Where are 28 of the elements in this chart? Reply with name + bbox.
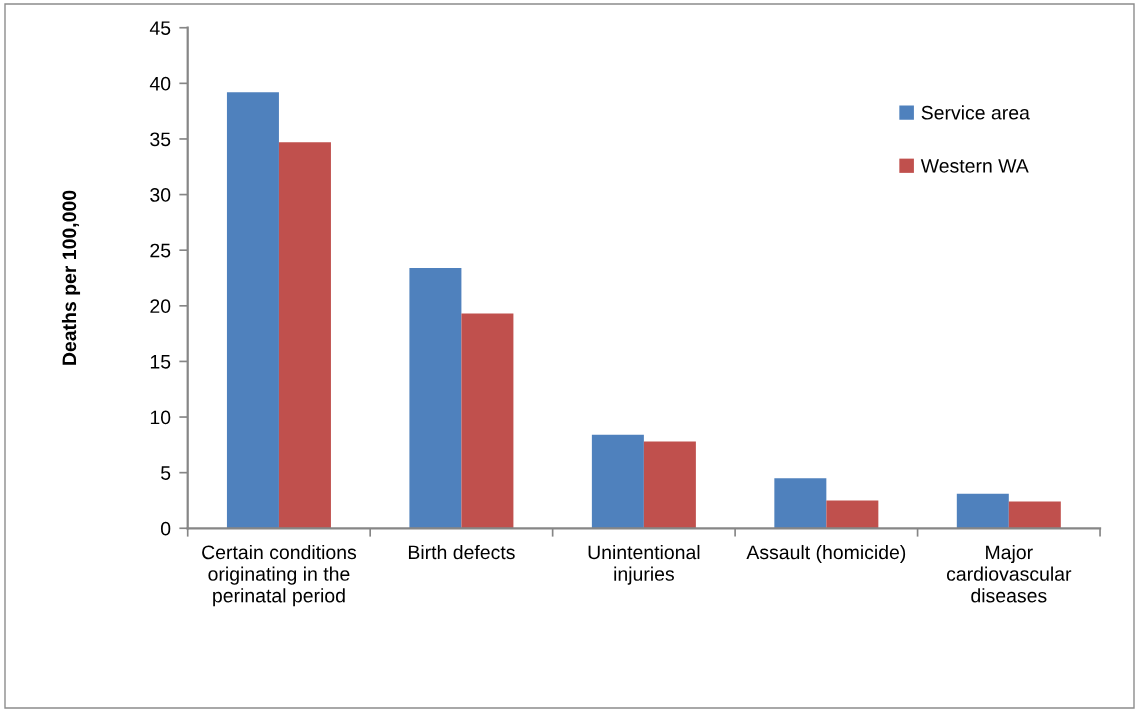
y-tick-label: 30 <box>150 188 171 202</box>
y-axis-title: Deaths per 100,000 <box>61 190 81 365</box>
y-tick-label: 40 <box>149 76 171 91</box>
bar <box>226 92 279 529</box>
y-tick-label: 15 <box>150 355 171 369</box>
legend-label: Service area <box>921 105 1030 120</box>
bar <box>461 313 514 529</box>
legend-label: Western WA <box>920 159 1029 173</box>
y-tick-label: 35 <box>150 132 171 147</box>
y-tick-label: 25 <box>150 243 171 258</box>
bar <box>591 434 644 529</box>
bar <box>956 493 1009 529</box>
y-tick-label: 20 <box>150 299 171 314</box>
bar <box>1008 501 1061 529</box>
bar <box>278 142 331 529</box>
x-tick-label: Certain conditions originating in the perinatal period <box>202 544 357 607</box>
x-tick-label: Birth defects <box>408 544 515 560</box>
x-tick-label: Major cardiovascular diseases <box>946 544 1072 603</box>
y-tick-label: 5 <box>161 466 171 480</box>
bar <box>409 267 462 529</box>
y-tick-label: 0 <box>160 521 171 536</box>
bar <box>774 478 827 529</box>
bar <box>826 500 879 529</box>
x-tick-label: Unintentional injuries <box>588 544 700 585</box>
bar <box>643 441 696 529</box>
x-tick-label: Assault (homicide) <box>746 544 906 564</box>
y-tick-label: 10 <box>150 410 171 425</box>
y-tick-label: 45 <box>149 21 171 35</box>
